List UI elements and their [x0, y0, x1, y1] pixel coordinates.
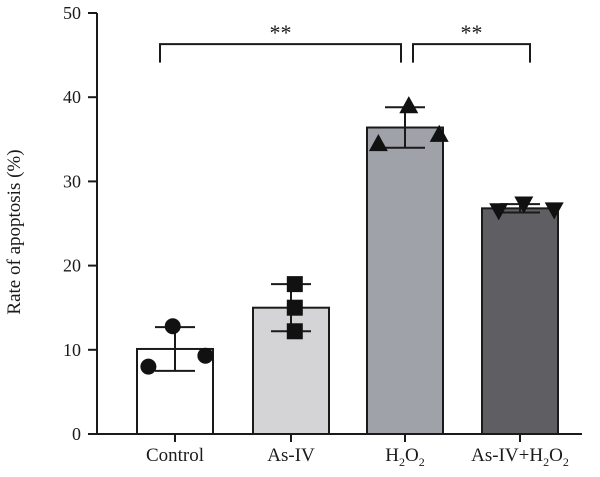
- x-tick-label-2: H2O2: [385, 445, 424, 469]
- bars-layer: [136, 126, 559, 436]
- data-point-1-0: [286, 276, 303, 293]
- significance-bracket-0: [159, 43, 402, 63]
- axes: 0 10 20 30 40 50 Control As-IV H2O2 As-IV+H2O2: [63, 3, 582, 469]
- y-tick-label-50: 50: [63, 3, 81, 23]
- data-point-2-2: [429, 124, 449, 142]
- data-point-0-0: [140, 358, 157, 375]
- data-point-1-2: [286, 323, 303, 340]
- y-tick-label-30: 30: [63, 171, 81, 191]
- x-tick-label-1: As-IV: [267, 445, 315, 466]
- y-axis-label: Rate of apoptosis (%): [4, 149, 25, 314]
- data-point-1-1: [286, 299, 303, 316]
- significance-label-0: **: [270, 20, 292, 45]
- significance-label-1: **: [461, 20, 483, 45]
- data-point-3-0: [489, 203, 509, 221]
- data-points-layer: [140, 96, 564, 375]
- bar-3: [481, 207, 559, 435]
- y-tick-label-40: 40: [63, 87, 81, 107]
- data-point-2-0: [368, 134, 388, 152]
- significance-layer: ** **: [159, 20, 531, 63]
- y-tick-label-20: 20: [63, 256, 81, 276]
- data-point-0-1: [164, 318, 181, 335]
- bar-2: [366, 126, 444, 436]
- x-tick-label-0: Control: [146, 445, 204, 466]
- data-point-2-1: [399, 96, 419, 114]
- significance-bracket-1: [412, 43, 531, 63]
- x-tick-label-3: As-IV+H2O2: [471, 445, 569, 469]
- data-point-3-2: [544, 202, 564, 220]
- y-tick-label-0: 0: [72, 424, 81, 444]
- y-tick-label-10: 10: [63, 340, 81, 360]
- data-point-3-1: [514, 196, 534, 214]
- data-point-0-2: [197, 347, 214, 364]
